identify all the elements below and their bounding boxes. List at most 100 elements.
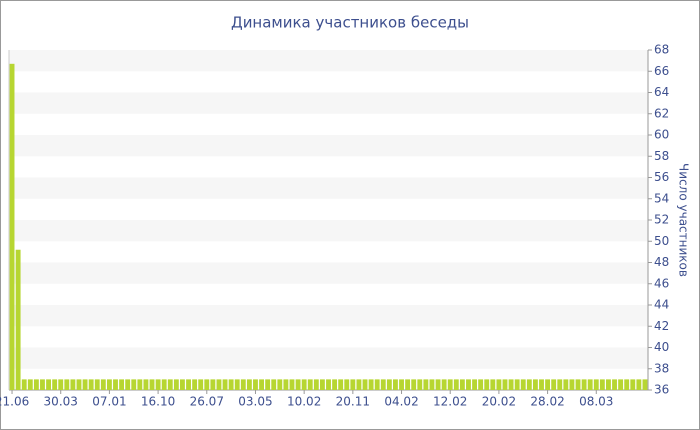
bar	[9, 63, 15, 390]
bar	[508, 379, 514, 390]
bar	[545, 379, 551, 390]
bar	[411, 379, 417, 390]
bar	[447, 379, 453, 390]
grid-band	[9, 177, 648, 199]
bar	[405, 379, 411, 390]
bar	[82, 379, 88, 390]
bar	[289, 379, 295, 390]
x-tick-label: 03.05	[238, 395, 272, 409]
bar	[283, 379, 289, 390]
bar	[307, 379, 313, 390]
x-tick-label: 20.11	[336, 395, 370, 409]
plot-background	[9, 50, 648, 369]
bar	[131, 379, 137, 390]
bar	[332, 379, 338, 390]
bar	[64, 379, 70, 390]
y-tick-label: 52	[654, 213, 669, 227]
bar	[70, 379, 76, 390]
grid-band	[9, 305, 648, 327]
bar	[52, 379, 58, 390]
bar	[326, 379, 331, 390]
bar	[563, 379, 569, 390]
y-tick-label: 66	[654, 64, 669, 78]
bar	[113, 379, 118, 390]
bar	[520, 379, 526, 390]
y-tick-label: 54	[654, 191, 669, 205]
bar	[76, 379, 82, 390]
grid-band	[9, 262, 648, 284]
y-tick-label: 44	[654, 298, 669, 312]
bar	[380, 379, 386, 390]
bar	[587, 379, 593, 390]
bar	[551, 379, 557, 390]
bar	[575, 379, 581, 390]
bar	[344, 379, 350, 390]
y-tick-label: 40	[654, 340, 669, 354]
bar	[277, 379, 283, 390]
bar	[210, 379, 216, 390]
x-tick-label: 26.07	[190, 395, 224, 409]
x-tick-label: 10.02	[287, 395, 321, 409]
y-tick-label: 46	[654, 276, 669, 290]
y-tick-label: 36	[654, 383, 669, 397]
bar	[386, 379, 392, 390]
x-tick-label: 04.02	[384, 395, 418, 409]
bar	[271, 379, 277, 390]
bar	[350, 379, 356, 390]
bar	[581, 379, 587, 390]
y-tick-label: 64	[654, 85, 669, 99]
bar	[593, 379, 599, 390]
bar	[362, 379, 368, 390]
bar	[557, 379, 563, 390]
bar	[301, 379, 307, 390]
bar	[198, 379, 204, 390]
bar	[496, 379, 502, 390]
bar	[399, 379, 404, 390]
bar	[612, 379, 617, 390]
bar	[319, 379, 325, 390]
grid-band	[9, 135, 648, 157]
bar	[642, 379, 648, 390]
y-tick-label: 60	[654, 128, 669, 142]
bar	[630, 379, 636, 390]
bar	[186, 379, 191, 390]
bar	[161, 379, 167, 390]
bar	[192, 379, 198, 390]
x-tick-label: 20.02	[482, 395, 516, 409]
bar	[514, 379, 520, 390]
bar	[222, 379, 228, 390]
bar	[368, 379, 374, 390]
bar	[234, 379, 240, 390]
bar	[636, 379, 642, 390]
bar	[253, 379, 258, 390]
bar	[21, 379, 27, 390]
bar	[246, 379, 252, 390]
bar	[143, 379, 149, 390]
x-tick-label: 12.02	[433, 395, 467, 409]
bar	[526, 379, 532, 390]
bar	[338, 379, 344, 390]
bar	[149, 379, 155, 390]
bar	[599, 379, 605, 390]
bar	[606, 379, 611, 390]
bar	[155, 379, 161, 390]
bar	[532, 379, 538, 390]
y-tick-label: 38	[654, 361, 669, 375]
bar	[441, 379, 447, 390]
bar	[94, 379, 100, 390]
bar	[490, 379, 496, 390]
bar	[453, 379, 459, 390]
y-tick-label: 42	[654, 319, 669, 333]
x-tick-label: 16.10	[141, 395, 175, 409]
bar	[539, 379, 544, 390]
bar	[502, 379, 508, 390]
bar	[46, 379, 51, 390]
bar	[88, 379, 94, 390]
grid-band	[9, 220, 648, 242]
bar	[137, 379, 143, 390]
grid-band	[9, 347, 648, 369]
bar	[313, 379, 319, 390]
y-tick-label: 62	[654, 106, 669, 120]
bar	[27, 379, 33, 390]
bar	[374, 379, 380, 390]
